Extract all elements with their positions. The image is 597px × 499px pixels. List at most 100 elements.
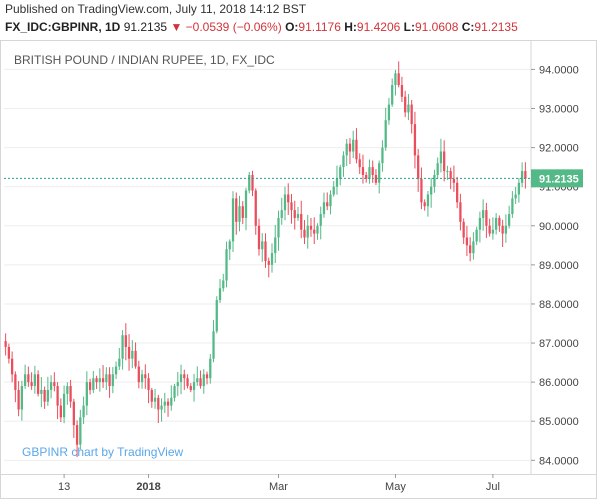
candle-body [105, 374, 108, 383]
candle-body [436, 163, 439, 175]
candle-body [62, 393, 66, 418]
candle-body [98, 378, 101, 383]
candle-body [173, 386, 176, 398]
candle-body [257, 225, 261, 250]
symbol-label[interactable]: FX_IDC:GBPINR, 1D [5, 20, 121, 34]
candle-body [186, 378, 189, 387]
candle-body [316, 225, 319, 234]
watermark-credit[interactable]: GBPINR chart by TradingView [22, 445, 184, 459]
candle-body [514, 194, 517, 199]
candle-body [248, 174, 251, 191]
candle-body [446, 171, 449, 173]
grid-layer [0, 40, 597, 499]
candle-body [59, 405, 62, 418]
open-value: 91.1176 [298, 20, 341, 34]
candle-body [176, 382, 179, 387]
chart-frame [0, 40, 597, 499]
x-tick-label: 2018 [136, 481, 160, 493]
candle-body [85, 382, 88, 406]
candle-body [241, 206, 244, 218]
candle-body [205, 374, 209, 379]
close-label: C: [461, 20, 475, 34]
candle-body [10, 358, 14, 375]
chart-header: Published on TradingView.com, July 11, 2… [0, 0, 597, 40]
x-tick-label: Mar [269, 481, 288, 493]
last-price-badge-label: 91.2135 [539, 173, 579, 185]
y-tick-label: 88.0000 [539, 299, 579, 311]
candle-body [235, 198, 238, 222]
candle-body [329, 194, 332, 207]
candle-body [88, 382, 92, 390]
candle-body [134, 350, 137, 367]
candle-body [465, 237, 469, 246]
candle-body [36, 374, 40, 394]
candle-body [137, 366, 140, 383]
candle-body [147, 378, 150, 390]
candle-body [498, 217, 501, 226]
candle-body [209, 358, 212, 379]
candle-body [306, 225, 309, 238]
candle-body [49, 382, 53, 390]
candle-body [384, 120, 387, 148]
open-label: O: [285, 20, 299, 34]
candle-body [371, 167, 374, 175]
candle-body [313, 229, 316, 234]
candle-body [264, 241, 267, 261]
candle-body [114, 366, 118, 375]
y-tick-label: 85.0000 [539, 416, 579, 428]
candle-body [348, 143, 352, 152]
candle-body [335, 178, 339, 187]
candle-body [501, 225, 504, 234]
candle-body [43, 389, 46, 402]
ohlc-line: FX_IDC:GBPINR, 1D 91.2135 ▼ −0.0539 (−0.… [5, 20, 518, 34]
candle-body [261, 241, 264, 250]
candle-body [108, 374, 111, 387]
candle-body [183, 374, 186, 379]
candle-body [163, 401, 166, 406]
candle-body [381, 147, 384, 164]
candle-body [293, 210, 296, 218]
y-tick-label: 92.0000 [539, 143, 579, 155]
candle-body [179, 374, 183, 383]
candle-body [153, 397, 157, 402]
candle-body [283, 194, 287, 211]
candle-body [452, 178, 456, 183]
candle-body [433, 174, 436, 187]
candle-body [387, 104, 391, 121]
candle-body [196, 378, 199, 383]
candle-body [462, 221, 465, 238]
x-tick-label: 13 [58, 481, 70, 493]
candle-body [345, 143, 348, 156]
candle-body [17, 389, 20, 410]
candle-body [131, 350, 134, 359]
x-tick-label: Jul [486, 481, 500, 493]
candle-body [352, 139, 355, 152]
candle-body [121, 335, 124, 359]
chart-title: BRITISH POUND / INDIAN RUPEE, 1D, FX_IDC [14, 53, 275, 67]
candle-body [33, 374, 36, 387]
candle-body [238, 206, 241, 222]
candle-body [244, 190, 248, 218]
candle-body [225, 249, 228, 281]
candle-body [170, 397, 173, 406]
candle-body [192, 382, 196, 390]
candle-body [222, 280, 225, 289]
candle-body [378, 163, 381, 183]
candle-body [404, 96, 407, 113]
y-tick-label: 94.0000 [539, 64, 579, 76]
candle-body [319, 214, 322, 226]
candle-body [254, 190, 257, 226]
candle-body [511, 198, 514, 215]
candle-body [482, 210, 485, 218]
candle-body [472, 241, 475, 254]
y-tick-label: 86.0000 [539, 377, 579, 389]
last-price-badge [531, 169, 583, 188]
candle-body [358, 159, 361, 168]
candle-body [20, 386, 24, 410]
candle-body [413, 124, 417, 156]
low-label: L: [403, 20, 415, 34]
candle-body [300, 214, 303, 230]
candle-body [46, 389, 49, 402]
high-label: H: [344, 20, 357, 34]
